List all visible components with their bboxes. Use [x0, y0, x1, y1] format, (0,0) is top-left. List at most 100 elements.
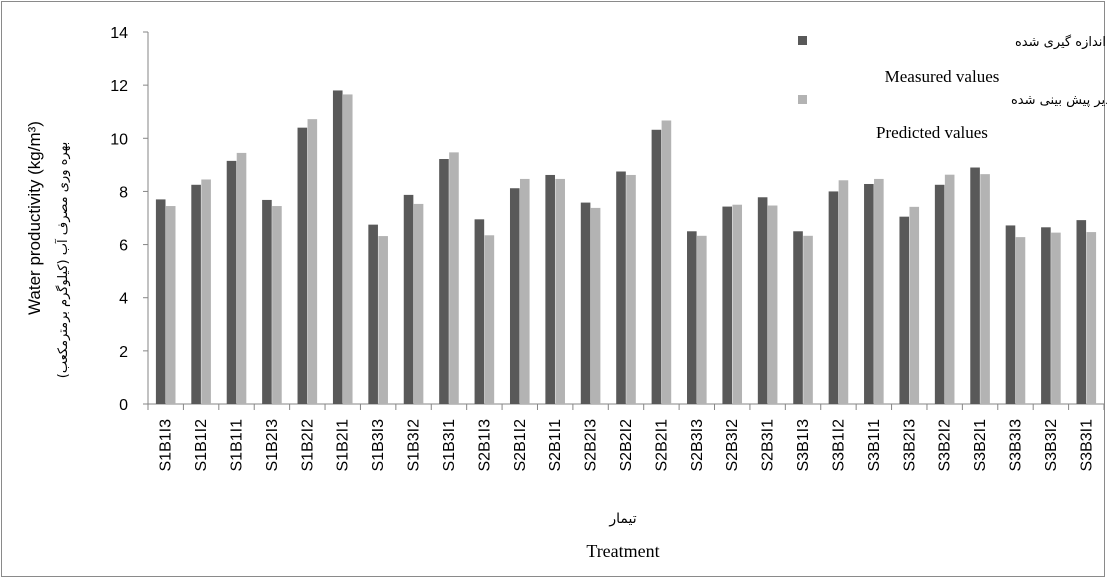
category-labels: S1B1I3 S1B1I2 S1B1I1 S1B2I3 S1B2I2 S1B2I1 S1B3…: [158, 419, 1096, 472]
bar-predicted-S2B3I1: [767, 205, 778, 404]
bar-predicted-S1B1I3: [165, 206, 176, 404]
bar-predicted-S3B3I2: [1051, 232, 1061, 404]
y-tick-label: 14: [110, 25, 128, 42]
bar-measured-S2B2I3: [580, 202, 591, 404]
bar-measured-S2B1I2: [509, 188, 520, 404]
bar-measured-S3B2I2: [934, 184, 945, 404]
bar-measured-S1B2I2: [297, 127, 308, 405]
bar-predicted-S2B2I2: [626, 174, 636, 404]
x-category-label: S3B3I1: [1078, 419, 1095, 472]
bar-measured-S2B2I1: [651, 129, 662, 405]
bar-measured-S2B3I2: [722, 206, 733, 404]
bar-predicted-S1B2I2: [307, 119, 318, 404]
x-category-label: S1B2I3: [264, 419, 281, 472]
bar-measured-S1B1I3: [155, 199, 166, 404]
bar-predicted-S3B2I3: [909, 206, 920, 404]
bar-predicted-S3B2I2: [944, 174, 955, 404]
legend-label-measured-fa: مقادیر اندازه گیری شده: [1015, 34, 1107, 50]
y-tick-label: 8: [119, 184, 128, 201]
y-tick-label: 4: [119, 291, 128, 308]
bar-measured-S3B3I1: [1076, 220, 1087, 404]
x-category-label: S3B2I1: [972, 419, 989, 472]
bar-measured-S3B2I1: [970, 167, 980, 404]
bar-measured-S2B3I1: [757, 197, 768, 404]
bar-measured-S3B2I3: [899, 216, 910, 404]
bar-predicted-S3B1I3: [803, 235, 813, 404]
bar-predicted-S1B3I3: [378, 236, 388, 404]
x-category-label: S1B3I3: [370, 419, 387, 472]
y-axis-label: Water productivity (kg/m³): [25, 121, 44, 315]
bar-measured-S1B3I3: [368, 224, 378, 404]
bar-measured-S1B2I1: [332, 90, 343, 404]
x-category-label: S3B2I3: [901, 419, 918, 472]
tick-labels: 0 2 4 6 8 10 12 14: [110, 25, 128, 414]
bar-measured-S3B3I3: [1005, 225, 1016, 404]
x-category-label: S3B2I2: [937, 419, 954, 472]
x-axis-label: Treatment: [586, 541, 659, 561]
bar-measured-S2B2I2: [616, 171, 626, 404]
legend-label-predicted: Predicted values: [876, 123, 988, 142]
bar-predicted-S2B1I1: [555, 178, 565, 404]
x-category-label: S3B1I1: [866, 419, 883, 472]
x-category-label: S3B1I3: [795, 419, 812, 472]
bar-measured-S3B3I2: [1041, 227, 1051, 404]
x-category-label: S2B1I3: [476, 419, 493, 472]
x-category-label: S1B3I1: [441, 419, 458, 472]
y-tick-label: 2: [119, 344, 128, 361]
bar-predicted-S3B3I1: [1086, 232, 1097, 404]
bar-predicted-S3B3I3: [1015, 237, 1026, 404]
bar-measured-S1B2I3: [262, 199, 272, 404]
axes: [143, 31, 1105, 410]
bar-measured-S2B3I3: [687, 231, 697, 404]
bar-predicted-S3B1I2: [838, 180, 849, 404]
x-category-label: S1B1I2: [193, 419, 210, 472]
bar-measured-S1B1I1: [226, 160, 237, 404]
bar-predicted-S1B1I1: [236, 152, 247, 404]
legend-swatch-measured: [798, 36, 807, 45]
bar-measured-S1B1I2: [191, 184, 201, 404]
bar-predicted-S1B2I3: [272, 206, 282, 404]
legend-label-measured: Measured values: [885, 67, 1000, 86]
bar-predicted-S2B3I3: [697, 235, 707, 404]
x-category-label: S1B2I1: [335, 419, 352, 472]
bar-predicted-S2B3I2: [732, 204, 743, 404]
y-tick-label: 10: [110, 131, 128, 148]
x-category-label: S1B3I2: [406, 419, 423, 472]
bar-predicted-S3B2I1: [980, 174, 990, 404]
bar-measured-S1B3I2: [403, 194, 414, 404]
x-category-label: S3B3I2: [1043, 419, 1060, 472]
x-category-label: S2B1I1: [547, 419, 564, 472]
bar-measured-S2B1I3: [474, 219, 485, 404]
bar-predicted-S2B2I3: [590, 207, 601, 404]
x-category-label: S1B2I2: [299, 419, 316, 472]
y-tick-label: 12: [110, 78, 128, 95]
x-category-label: S2B3I3: [689, 419, 706, 472]
bar-predicted-S3B1I1: [874, 178, 884, 404]
y-tick-label: 0: [119, 397, 128, 414]
bar-measured-S3B1I1: [864, 183, 874, 404]
x-category-label: S1B1I3: [158, 419, 175, 472]
x-axis-label-fa: تیمار: [608, 511, 636, 527]
x-category-label: S2B2I1: [653, 419, 670, 472]
legend-swatch-predicted: [798, 95, 807, 104]
bar-predicted-S1B1I2: [201, 179, 211, 404]
x-category-label: S3B3I3: [1007, 419, 1024, 472]
bar-measured-S2B1I1: [545, 174, 555, 404]
bar-predicted-S2B1I2: [519, 178, 530, 404]
x-category-label: S2B3I1: [760, 419, 777, 472]
legend: مقادیر اندازه گیری شده Measured values م…: [798, 34, 1107, 142]
x-category-label: S1B1I1: [229, 419, 246, 472]
x-category-label: S2B2I3: [583, 419, 600, 472]
x-category-label: S2B1I2: [512, 419, 529, 472]
bar-measured-S1B3I1: [439, 159, 449, 404]
bar-predicted-S1B3I2: [413, 203, 424, 404]
bar-predicted-S2B2I1: [661, 120, 672, 405]
y-tick-label: 6: [119, 238, 128, 255]
legend-label-predicted-fa: مقادیر پیش بینی شده: [1011, 93, 1107, 108]
bar-predicted-S1B3I1: [449, 152, 459, 404]
x-category-label: S2B3I2: [724, 419, 741, 472]
x-category-label: S3B1I2: [830, 419, 847, 472]
bar-predicted-S2B1I3: [484, 235, 495, 404]
